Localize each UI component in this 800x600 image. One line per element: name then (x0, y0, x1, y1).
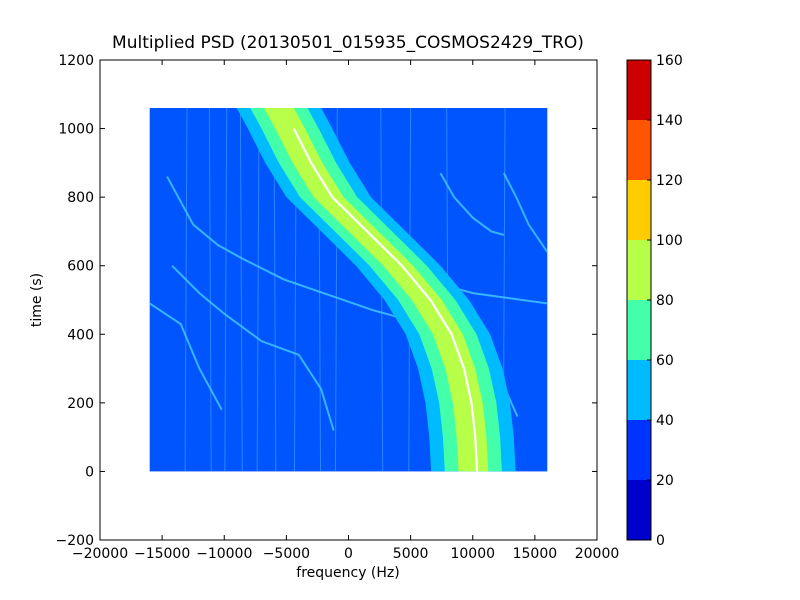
y-tick-label: 1200 (58, 53, 94, 69)
colorbar-tick-label: 40 (656, 413, 674, 429)
trace-band-3 (264, 108, 489, 472)
colorbar-tick-label: 140 (656, 113, 683, 129)
x-tick-label: 20000 (575, 546, 620, 562)
colorbar-segment (627, 120, 651, 180)
y-tick-label: 200 (67, 396, 94, 412)
x-tick-label: 15000 (513, 546, 558, 562)
interference-line (256, 108, 260, 472)
x-tick-label: −5000 (263, 546, 310, 562)
x-axis-ticks: −20000 −15000 −10000 −5000 0 5000 10000 15000 20… (72, 60, 619, 562)
heatmap-layer (149, 108, 548, 472)
y-tick-label: 800 (67, 190, 94, 206)
trace-band-2 (250, 108, 502, 472)
heatmap-data (149, 108, 548, 472)
y-tick-label: −200 (56, 533, 94, 549)
x-axis-label: frequency (Hz) (296, 565, 399, 581)
y-axis-label: time (s) (29, 273, 45, 327)
colorbar-segment (627, 360, 651, 420)
colorbar-tick-label: 0 (656, 533, 665, 549)
interference-line (184, 108, 188, 472)
x-tick-label: −10000 (196, 546, 252, 562)
y-tick-label: 0 (85, 464, 94, 480)
colorbar-tick-label: 20 (656, 473, 674, 489)
interference-line (208, 108, 212, 472)
chart-title: Multiplied PSD (20130501_015935_COSMOS24… (112, 33, 584, 53)
y-tick-label: 1000 (58, 122, 94, 138)
x-tick-label: −15000 (134, 546, 190, 562)
secondary-trace (149, 302, 223, 411)
colorbar-tick-label: 120 (656, 173, 683, 189)
colorbar-tick-label: 80 (656, 293, 674, 309)
x-tick-label: 10000 (450, 546, 495, 562)
colorbar-tick-label: 60 (656, 353, 674, 369)
colorbar-segment (627, 180, 651, 240)
y-axis-ticks: −200 0 200 400 600 800 1000 1200 (56, 53, 597, 549)
interference-line (239, 108, 243, 472)
colorbar-tick-label: 160 (656, 53, 683, 69)
colorbar-segment (627, 480, 651, 540)
main-trace-centre (292, 128, 479, 472)
colorbar-tick-label: 100 (656, 233, 683, 249)
y-tick-label: 400 (67, 327, 94, 343)
y-tick-label: 600 (67, 259, 94, 275)
x-tick-label: −20000 (72, 546, 128, 562)
colorbar-segment (627, 420, 651, 480)
interference-line (224, 108, 228, 472)
colorbar-segment (627, 60, 651, 120)
colorbar-segment (627, 240, 651, 300)
colorbar-segment (627, 300, 651, 360)
colorbar: 0 20 40 60 80 100 120 140 160 (626, 53, 683, 549)
secondary-trace (439, 172, 505, 236)
x-tick-label: 0 (344, 546, 353, 562)
x-tick-label: 5000 (393, 546, 429, 562)
secondary-trace (502, 172, 548, 253)
secondary-trace (171, 265, 335, 431)
